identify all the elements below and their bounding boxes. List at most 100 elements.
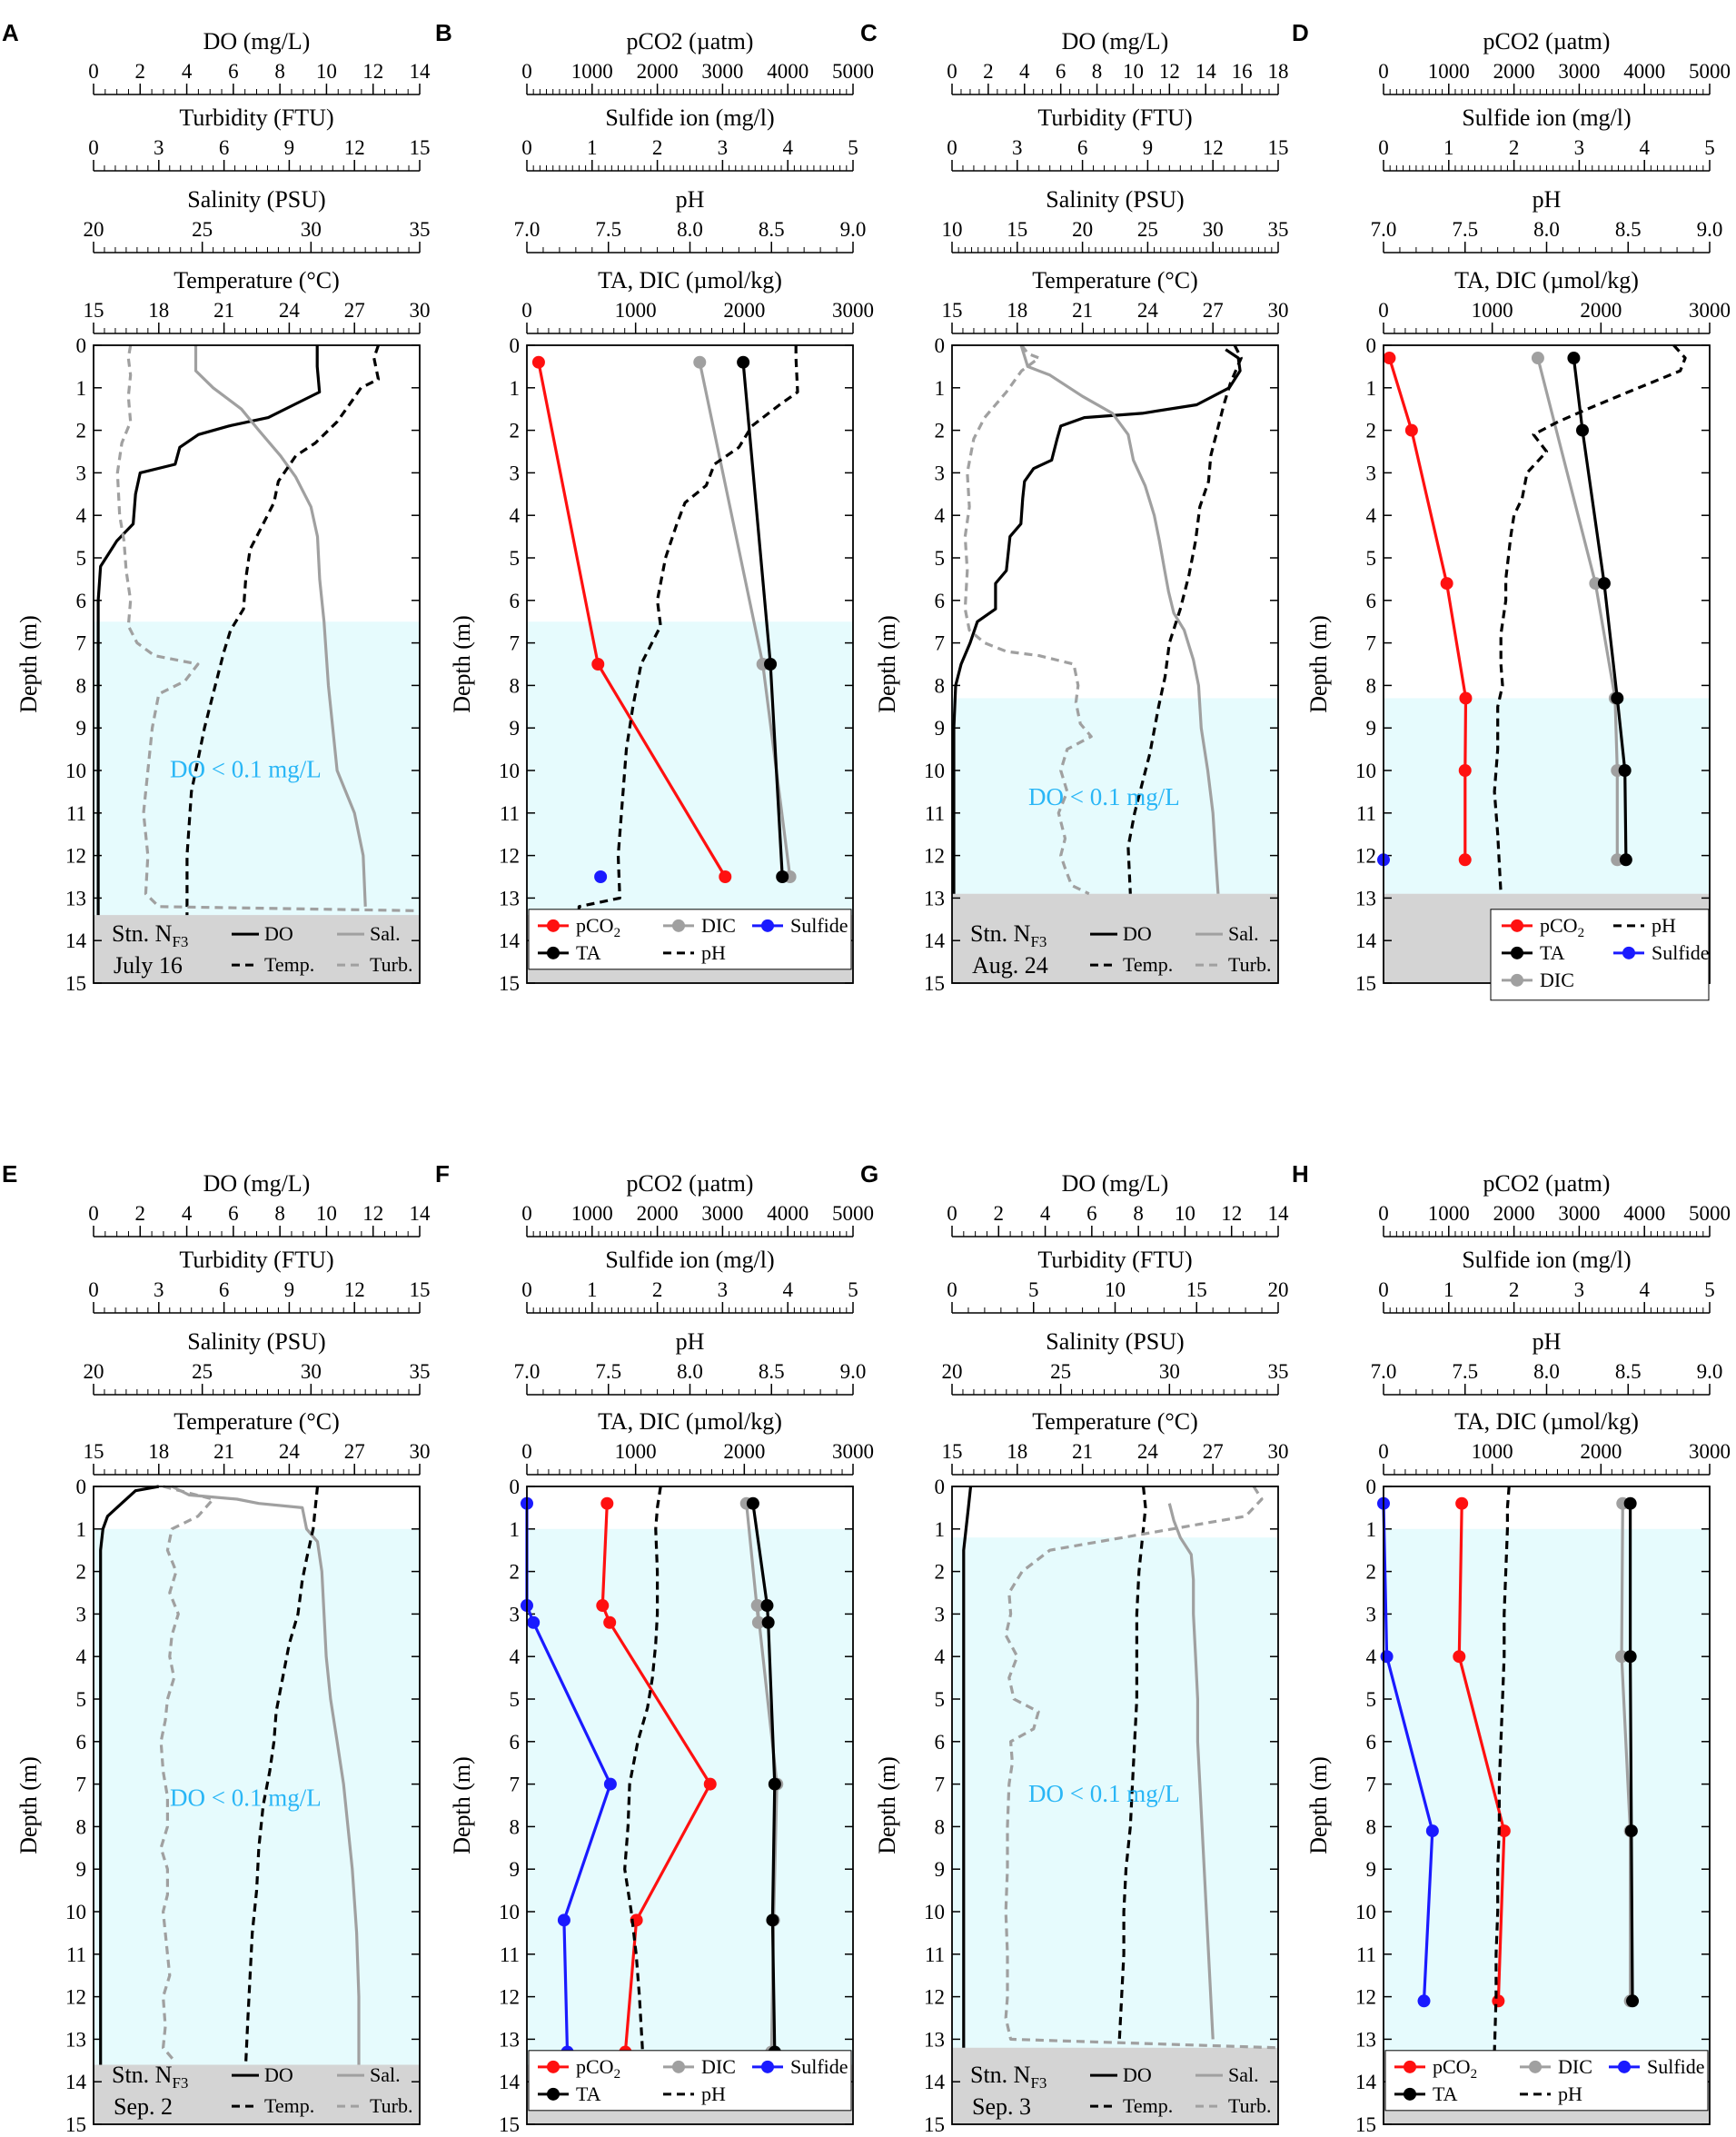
- data-point: [760, 1599, 774, 1613]
- tick-label: 3000: [1689, 299, 1731, 322]
- data-point: [1619, 853, 1632, 867]
- series-ph: [623, 1486, 662, 2053]
- data-point: [1440, 577, 1453, 591]
- depth-tick-label: 8: [510, 674, 521, 697]
- tick-label: 30: [1203, 218, 1224, 241]
- axis-title: pH: [676, 186, 705, 213]
- sediment-zone: [94, 915, 420, 983]
- depth-tick-label: 10: [924, 760, 945, 782]
- data-point: [1497, 1824, 1511, 1838]
- depth-tick-label: 9: [76, 1858, 87, 1881]
- legend-label: DIC: [1558, 2055, 1592, 2078]
- depth-tick-label: 9: [76, 717, 87, 740]
- legend-label: DIC: [701, 914, 736, 937]
- legend-label: DO: [1123, 922, 1152, 945]
- depth-tick-label: 1: [510, 377, 521, 400]
- data-point: [761, 1615, 775, 1629]
- series-line: [1387, 357, 1468, 860]
- tick-label: 2: [1509, 1278, 1520, 1301]
- series-ta: [1567, 352, 1632, 867]
- tick-label: 14: [1195, 60, 1217, 83]
- tick-label: 1000: [615, 299, 657, 322]
- depth-tick-label: 14: [499, 929, 521, 952]
- series-line: [1572, 357, 1628, 860]
- tick-label: 0: [947, 1202, 957, 1225]
- axis-title: Temperature (°C): [174, 267, 340, 293]
- tick-label: 3000: [701, 1202, 743, 1225]
- tick-label: 1: [1443, 136, 1454, 159]
- depth-tick-label: 2: [510, 1561, 521, 1584]
- legend-marker: [1622, 946, 1635, 959]
- series-line: [185, 344, 381, 916]
- tick-label: 0: [88, 1278, 99, 1301]
- tick-label: 12: [362, 60, 383, 83]
- low-do-label: DO < 0.1 mg/L: [170, 1784, 322, 1812]
- legend-label: pCO2: [576, 914, 620, 940]
- depth-tick-label: 9: [935, 1858, 946, 1881]
- tick-label: 2000: [637, 60, 679, 83]
- tick-label: 0: [521, 299, 532, 322]
- series-line: [1004, 1486, 1279, 2050]
- panel-letter: E: [2, 1160, 17, 1188]
- depth-tick-label: 5: [76, 547, 87, 570]
- tick-label: 3: [154, 1278, 164, 1301]
- tick-label: 9.0: [840, 1360, 867, 1383]
- plot-frame: [951, 1486, 1279, 2125]
- tick-label: 2000: [723, 1440, 765, 1463]
- legend-marker: [672, 2060, 685, 2073]
- series-line: [1117, 1486, 1147, 2040]
- depth-tick-label: 2: [935, 1561, 946, 1584]
- depth-tick-label: 8: [510, 1815, 521, 1838]
- depth-tick-label: 0: [1366, 1476, 1377, 1498]
- tick-label: 0: [521, 1202, 532, 1225]
- tick-label: 27: [1203, 1440, 1224, 1463]
- sediment-zone: [952, 2047, 1278, 2124]
- tick-label: 2000: [1580, 1440, 1622, 1463]
- depth-tick-label: 0: [76, 334, 87, 357]
- tick-label: 18: [1007, 299, 1027, 322]
- tick-label: 5: [1704, 136, 1715, 159]
- tick-label: 8: [274, 60, 285, 83]
- legend-label: pCO2: [1433, 2055, 1477, 2082]
- data-point: [1458, 853, 1472, 867]
- data-point: [603, 1615, 617, 1629]
- series-do: [952, 348, 1242, 894]
- tick-label: 8.0: [677, 218, 703, 241]
- series-line: [1167, 1503, 1215, 2040]
- depth-tick-label: 5: [510, 547, 521, 570]
- station-name: Stn. NF3: [112, 2062, 188, 2092]
- station-date: Sep. 3: [972, 2093, 1031, 2120]
- tick-label: 2000: [637, 1202, 679, 1225]
- data-point: [1417, 1994, 1431, 2008]
- depth-axis-label: Depth (m): [874, 615, 900, 713]
- tick-label: 1000: [571, 60, 613, 83]
- legend: pCO2 pH TA Sulfide DIC: [1490, 909, 1710, 1001]
- tick-label: 3000: [1558, 1202, 1600, 1225]
- axis-title: pH: [1533, 1328, 1562, 1355]
- depth-tick-label: 1: [510, 1518, 521, 1541]
- series-line: [1493, 1486, 1511, 2053]
- depth-tick-label: 11: [500, 1943, 520, 1966]
- data-point: [1615, 1650, 1629, 1664]
- depth-axis-label: Depth (m): [1305, 1756, 1332, 1854]
- legend-marker: [547, 946, 560, 959]
- tick-label: 8: [1133, 1202, 1144, 1225]
- axis-title: Salinity (PSU): [1046, 186, 1184, 213]
- tick-label: 9.0: [840, 218, 867, 241]
- depth-tick-label: 11: [925, 1943, 945, 1966]
- data-point: [1455, 1496, 1469, 1510]
- tick-label: 30: [1268, 1440, 1289, 1463]
- tick-label: 15: [942, 1440, 963, 1463]
- series-ta: [737, 355, 789, 883]
- depth-tick-label: 13: [924, 887, 945, 909]
- plot-frame: [526, 344, 854, 984]
- axis-title: pCO2 (µatm): [1483, 1170, 1611, 1197]
- station-date: July 16: [114, 952, 183, 979]
- depth-tick-label: 13: [499, 2028, 520, 2051]
- depth-tick-label: 10: [499, 1901, 520, 1923]
- depth-tick-label: 4: [1366, 504, 1377, 527]
- tick-label: 10: [942, 218, 963, 241]
- legend-label: Sal.: [370, 922, 401, 945]
- tick-label: 30: [301, 218, 322, 241]
